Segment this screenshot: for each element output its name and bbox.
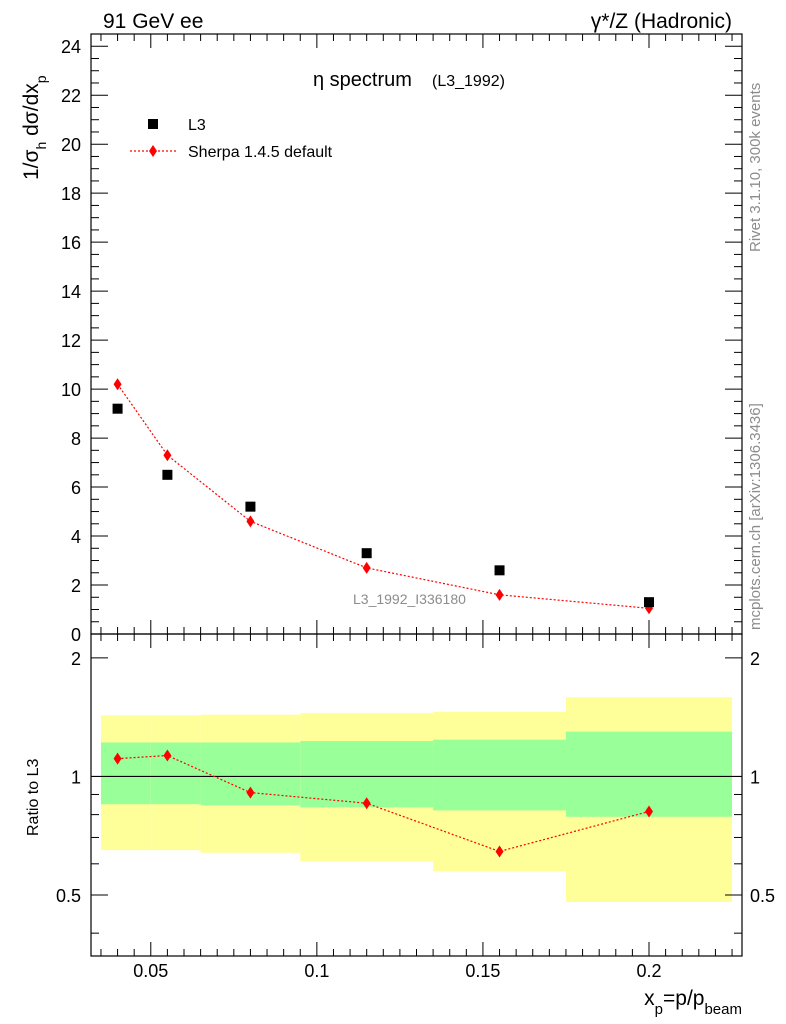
x-tick-label: 0.05 bbox=[133, 961, 168, 981]
ratio-mc-point bbox=[246, 786, 255, 799]
ratio-y-axis-label: Ratio to L3 bbox=[25, 759, 42, 836]
ratio-mc-series bbox=[113, 749, 653, 858]
legend-mc-marker bbox=[149, 145, 157, 157]
plot-title-tag: (L3_1992) bbox=[432, 73, 505, 90]
x-tick-label: 0.1 bbox=[304, 961, 329, 981]
legend-mc-label: Sherpa 1.4.5 default bbox=[188, 144, 333, 161]
band-inner-3 bbox=[300, 741, 434, 808]
ratio-mc-point bbox=[645, 805, 653, 818]
header-right-label: γ*/Z (Hadronic) bbox=[591, 10, 732, 33]
mc-point bbox=[113, 378, 122, 391]
plot-title-main: η spectrum bbox=[313, 69, 412, 91]
y-tick-label: 20 bbox=[61, 135, 81, 155]
y-tick-label: 0 bbox=[71, 625, 81, 645]
y-tick-label: 14 bbox=[61, 282, 81, 302]
svg-text:xp=p/pbeam: xp=p/pbeam bbox=[644, 987, 742, 1018]
rivet-version-label: Rivet 3.1.10, 300k events bbox=[747, 83, 764, 252]
ratio-mc-line bbox=[117, 754, 650, 853]
y-tick-label: 22 bbox=[61, 86, 81, 106]
y-tick-label: 12 bbox=[61, 331, 81, 351]
y-tick-label: 16 bbox=[61, 233, 81, 253]
data-point bbox=[112, 403, 123, 414]
band-inner-0 bbox=[100, 742, 151, 805]
data-point bbox=[494, 565, 505, 576]
main-mc-series bbox=[113, 378, 653, 615]
band-inner-4 bbox=[433, 739, 566, 811]
mcplots-reference-label: mcplots.cern.ch [arXiv:1306.3436] bbox=[747, 403, 764, 630]
y-tick-label: 6 bbox=[71, 478, 81, 498]
mc-line bbox=[117, 383, 650, 609]
legend-data-label: L3 bbox=[188, 117, 206, 134]
mc-point bbox=[495, 588, 504, 601]
ratio-uncertainty-bands bbox=[100, 697, 733, 902]
y-tick-label: 10 bbox=[61, 380, 81, 400]
main-data-series bbox=[112, 403, 654, 608]
data-point bbox=[245, 501, 256, 512]
axis-ticks bbox=[91, 33, 742, 956]
y-tick-label: 18 bbox=[61, 184, 81, 204]
mc-point bbox=[362, 561, 371, 574]
ratio-mc-point bbox=[163, 749, 172, 762]
data-point bbox=[644, 597, 654, 608]
plot-title: η spectrum (L3_1992) bbox=[313, 69, 505, 91]
data-point bbox=[162, 469, 173, 480]
x-tick-label: 0.15 bbox=[465, 961, 500, 981]
ratio-tick-label-left: 0.5 bbox=[56, 886, 81, 906]
x-tick-label: 0.2 bbox=[636, 961, 661, 981]
header-left-label: 91 GeV ee bbox=[103, 10, 203, 33]
band-inner-1 bbox=[150, 742, 201, 805]
ratio-tick-label-left: 1 bbox=[71, 767, 81, 787]
ratio-mc-point bbox=[113, 752, 122, 765]
ratio-tick-label-left: 2 bbox=[71, 649, 81, 669]
ratio-tick-label-right: 0.5 bbox=[750, 886, 775, 906]
y-tick-label: 24 bbox=[61, 37, 81, 57]
y-tick-label: 8 bbox=[71, 429, 81, 449]
ratio-mc-point bbox=[495, 845, 504, 858]
svg-text:1/σh dσ/dxp: 1/σh dσ/dxp bbox=[20, 75, 49, 180]
main-y-axis-label: 1/σh dσ/dxp bbox=[20, 75, 49, 180]
analysis-watermark: L3_1992_I336180 bbox=[353, 591, 466, 607]
legend: L3 Sherpa 1.4.5 default bbox=[130, 117, 333, 161]
ratio-tick-label-right: 1 bbox=[750, 767, 760, 787]
y-tick-label: 2 bbox=[71, 576, 81, 596]
mc-point bbox=[163, 449, 172, 462]
y-tick-label: 4 bbox=[71, 527, 81, 547]
mc-point bbox=[246, 515, 255, 528]
ratio-mc-point bbox=[362, 797, 371, 810]
data-point bbox=[361, 548, 372, 559]
legend-data-marker bbox=[148, 119, 158, 129]
ratio-tick-label-right: 2 bbox=[750, 649, 760, 669]
band-inner-5 bbox=[565, 731, 733, 817]
x-axis-label: xp=p/pbeam bbox=[644, 987, 742, 1018]
